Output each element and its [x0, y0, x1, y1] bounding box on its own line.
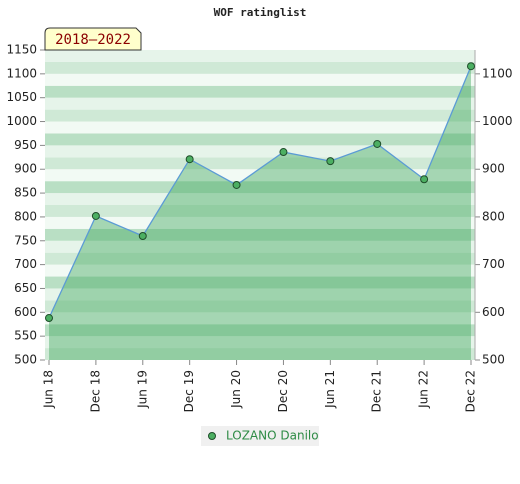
stripe	[45, 61, 475, 74]
y-tick-label: 1150	[6, 43, 37, 57]
stripe	[45, 276, 475, 289]
y2-tick-label: 900	[482, 162, 505, 176]
stripe	[45, 97, 475, 110]
x-tick-label: Jun 21	[323, 370, 337, 409]
marker	[185, 155, 194, 164]
y2-tick-label: 1000	[482, 114, 513, 128]
chart-title: WOF ratinglist	[214, 6, 307, 19]
y-tick-label: 900	[14, 162, 37, 176]
y-tick-label: 700	[14, 257, 37, 271]
area	[49, 66, 471, 360]
y-tick-label: 500	[14, 353, 37, 367]
line	[48, 65, 472, 319]
stripe	[45, 348, 475, 360]
annotation-box	[44, 27, 142, 51]
marker	[420, 175, 429, 184]
stripe	[45, 264, 475, 277]
y2-tick-label: 500	[482, 353, 505, 367]
x-tick-label: Jun 18	[42, 370, 56, 409]
stripe	[45, 157, 475, 170]
stripe	[45, 205, 475, 217]
stripe	[45, 336, 475, 349]
stripe	[45, 252, 475, 265]
stripe	[45, 181, 475, 194]
legend-box	[201, 426, 319, 446]
x-tick-label: Dec 20	[276, 370, 290, 412]
stripe	[45, 133, 475, 146]
stripe	[45, 73, 475, 86]
x-tick-label: Dec 19	[182, 370, 196, 412]
y-tick-label: 1000	[6, 114, 37, 128]
marker	[467, 62, 475, 71]
marker	[45, 314, 53, 323]
y-tick-label: 1100	[6, 66, 37, 80]
x-tick-label: Dec 18	[88, 370, 102, 412]
legend-marker	[208, 432, 216, 440]
marker	[138, 232, 147, 240]
y-tick-label: 650	[14, 281, 37, 295]
y-tick-label: 800	[14, 209, 37, 223]
annotation-text: 2018–2022	[55, 32, 131, 48]
x-tick-label: Jun 22	[417, 370, 431, 409]
stripe	[45, 288, 475, 301]
y-tick-label: 1050	[6, 90, 37, 104]
marker	[373, 139, 382, 148]
stripe	[45, 228, 475, 241]
x-tick-label: Jun 19	[135, 370, 149, 409]
annotation: 2018–2022	[44, 27, 142, 51]
y-tick-label: 850	[14, 186, 37, 200]
stripe	[45, 193, 475, 205]
y-tick-label: 950	[14, 138, 37, 152]
marker	[326, 157, 335, 166]
x-tick-label: Dec 22	[464, 370, 478, 412]
y-tick-label: 550	[14, 329, 37, 343]
legend-label: LOZANO Danilo	[226, 429, 319, 443]
y2-tick-label: 800	[482, 209, 505, 223]
stripe	[45, 312, 475, 325]
x-tick-label: Jun 20	[229, 370, 243, 409]
stripe	[45, 240, 475, 253]
stripe	[45, 50, 475, 62]
y-tick-label: 750	[14, 233, 37, 247]
marker	[91, 211, 100, 220]
y-tick-label: 600	[14, 305, 37, 319]
y2-tick-label: 600	[482, 305, 505, 319]
stripe	[45, 121, 475, 134]
stripe	[45, 169, 475, 182]
stripe	[45, 145, 475, 158]
marker	[279, 148, 288, 157]
stripe	[45, 324, 475, 337]
stripe	[45, 216, 475, 229]
y2-tick-label: 1100	[482, 66, 513, 80]
x-tick-label: Dec 21	[370, 370, 384, 412]
plot-background	[45, 50, 475, 360]
marker	[232, 180, 241, 189]
stripe	[45, 85, 475, 98]
y2-tick-label: 700	[482, 257, 505, 271]
stripe	[45, 300, 475, 313]
stripe	[45, 109, 475, 122]
